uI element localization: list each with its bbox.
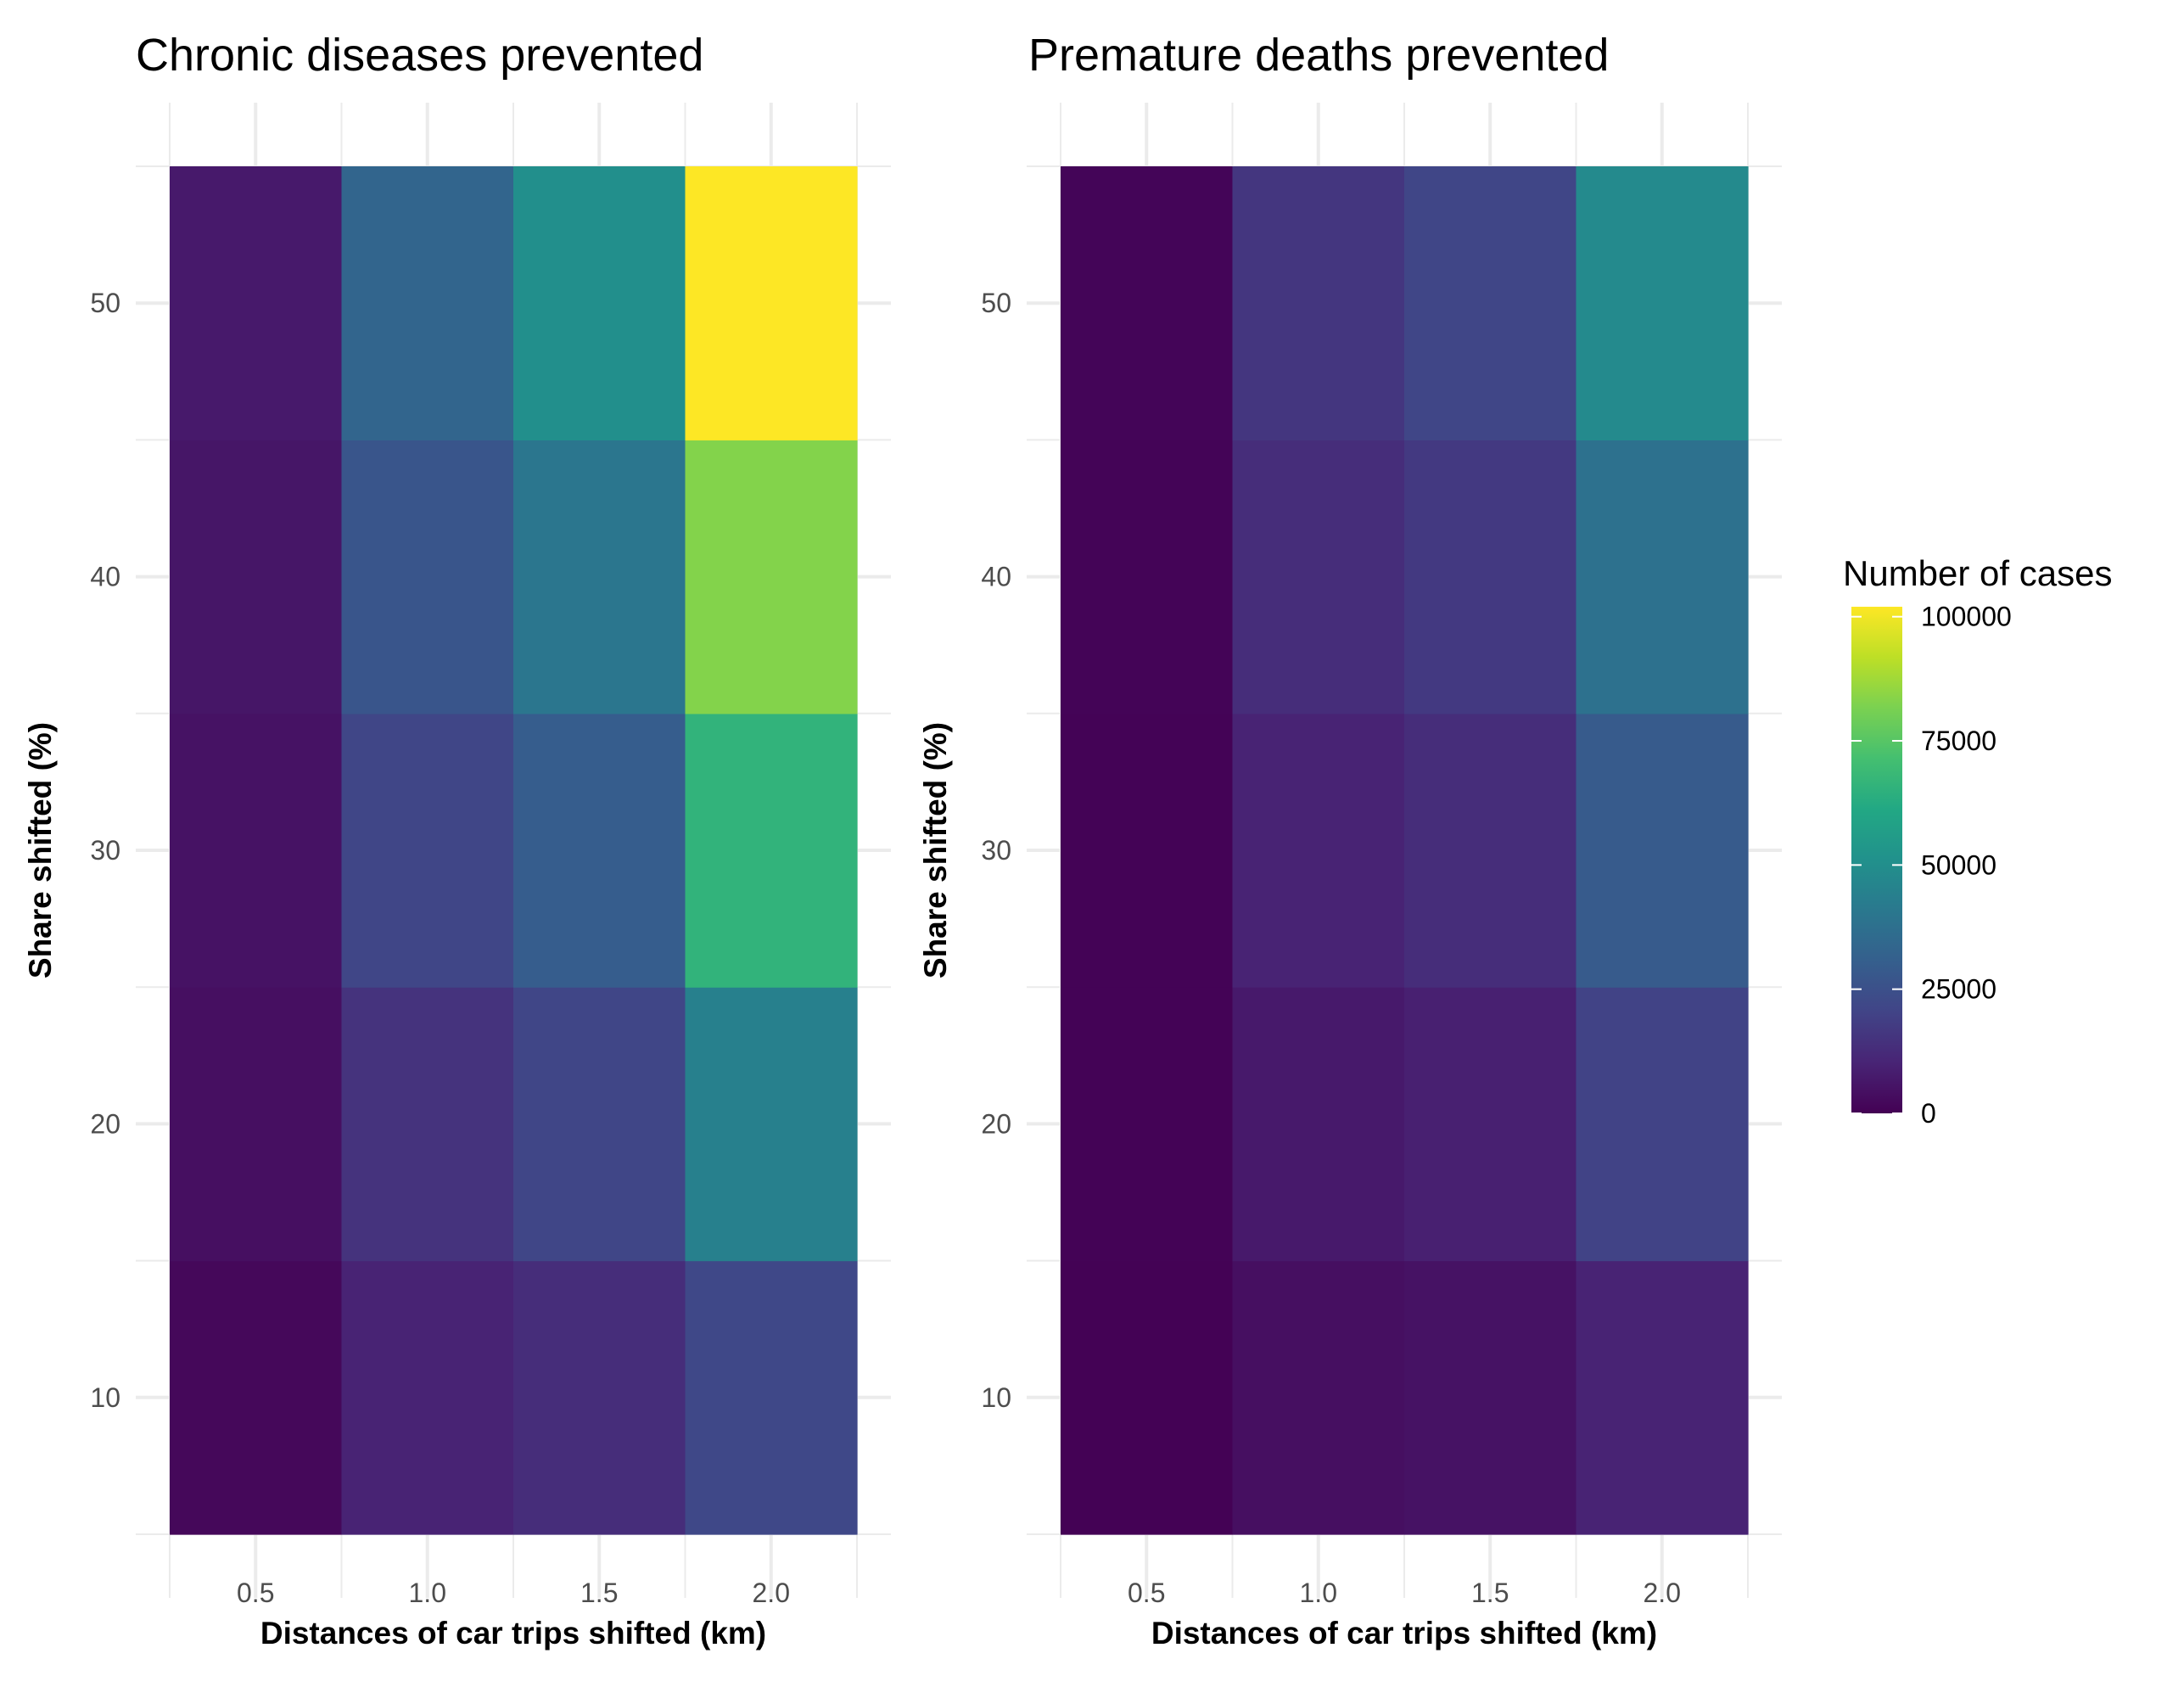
legend-title: Number of cases bbox=[1843, 553, 2112, 593]
heatmap-cell bbox=[1404, 987, 1577, 1262]
heatmap-cell bbox=[170, 987, 343, 1262]
heatmap-cell bbox=[1404, 440, 1577, 715]
legend: Number of cases 0 25000 50000 75000 100000 bbox=[1843, 553, 2112, 1129]
heatmap-cell bbox=[1061, 987, 1234, 1262]
heatmap-cell bbox=[1232, 166, 1405, 440]
x-tick-label: 0.5 bbox=[237, 1578, 274, 1608]
heatmap-cell bbox=[1576, 166, 1749, 440]
panel-2: 0.5 1.0 1.5 2.0 10 20 30 40 50 Premature deaths p… bbox=[918, 30, 1782, 1651]
y-tick-label: 50 bbox=[981, 288, 1011, 318]
heatmap-cell bbox=[685, 1260, 858, 1535]
x-axis-title: Distances of car trips shifted (km) bbox=[260, 1616, 766, 1651]
heatmap-cell bbox=[685, 440, 858, 715]
heatmap-cell bbox=[1061, 713, 1234, 988]
x-tick-label: 1.0 bbox=[1300, 1578, 1337, 1608]
heatmap-cell bbox=[1576, 713, 1749, 988]
heatmap-cell bbox=[685, 166, 858, 440]
heatmap-cell bbox=[1576, 1260, 1749, 1535]
heatmap-cell bbox=[513, 166, 686, 440]
heatmap-cell bbox=[1232, 987, 1405, 1262]
x-tick-label: 2.0 bbox=[1644, 1578, 1681, 1608]
heatmap-cell bbox=[513, 440, 686, 715]
panel-1: 0.5 1.0 1.5 2.0 10 20 30 40 50 Chronic diseases p… bbox=[23, 30, 891, 1651]
legend-break-label: 25000 bbox=[1921, 974, 1996, 1005]
y-tick-label: 50 bbox=[90, 288, 120, 318]
legend-break-label: 100000 bbox=[1921, 602, 2012, 632]
heatmap-cell bbox=[170, 1260, 343, 1535]
heatmap-cell bbox=[513, 987, 686, 1262]
heatmap-cell bbox=[341, 713, 514, 988]
panel-title: Premature deaths prevented bbox=[1028, 30, 1609, 81]
heatmap-cell bbox=[1061, 440, 1234, 715]
heatmap-cell bbox=[170, 713, 343, 988]
heatmap-cell bbox=[170, 440, 343, 715]
legend-break-label: 50000 bbox=[1921, 849, 1996, 880]
heatmap-cell bbox=[1576, 987, 1749, 1262]
heatmap-cell bbox=[1232, 440, 1405, 715]
heatmap-cell bbox=[513, 1260, 686, 1535]
heatmap-cell bbox=[341, 987, 514, 1262]
heatmap-cell bbox=[1576, 440, 1749, 715]
heatmap-cell bbox=[685, 713, 858, 988]
y-tick-label: 30 bbox=[90, 835, 120, 866]
y-tick-label: 10 bbox=[90, 1382, 120, 1413]
heatmap-cell bbox=[341, 166, 514, 440]
heatmap-cell bbox=[1404, 166, 1577, 440]
x-tick-label: 2.0 bbox=[753, 1578, 790, 1608]
legend-break-label: 75000 bbox=[1921, 726, 1996, 756]
y-tick-label: 40 bbox=[90, 562, 120, 592]
heatmap-cell bbox=[685, 987, 858, 1262]
y-axis-title: Share shifted (%) bbox=[23, 722, 58, 978]
x-tick-label: 1.5 bbox=[1471, 1578, 1509, 1608]
x-tick-label: 1.5 bbox=[580, 1578, 618, 1608]
legend-break-label: 0 bbox=[1921, 1098, 1936, 1129]
y-tick-label: 30 bbox=[981, 835, 1011, 866]
heatmap-cell bbox=[341, 440, 514, 715]
heatmap-cell bbox=[1404, 1260, 1577, 1535]
y-tick-label: 20 bbox=[981, 1108, 1011, 1139]
x-axis-title: Distances of car trips shifted (km) bbox=[1151, 1616, 1657, 1651]
y-axis-title: Share shifted (%) bbox=[918, 722, 953, 978]
heatmap-cell bbox=[1232, 713, 1405, 988]
heatmap-cell bbox=[1061, 1260, 1234, 1535]
y-tick-label: 10 bbox=[981, 1382, 1011, 1413]
heatmap-cell bbox=[1232, 1260, 1405, 1535]
heatmap-cell bbox=[513, 713, 686, 988]
heatmap-cell bbox=[341, 1260, 514, 1535]
panel-title: Chronic diseases prevented bbox=[136, 30, 703, 81]
y-tick-label: 40 bbox=[981, 562, 1011, 592]
x-tick-label: 1.0 bbox=[409, 1578, 446, 1608]
heatmap-cell bbox=[170, 166, 343, 440]
heatmap-cell bbox=[1404, 713, 1577, 988]
legend-colorbar bbox=[1851, 607, 1902, 1113]
heatmap-cell bbox=[1061, 166, 1234, 440]
y-tick-label: 20 bbox=[90, 1108, 120, 1139]
x-tick-label: 0.5 bbox=[1128, 1578, 1165, 1608]
